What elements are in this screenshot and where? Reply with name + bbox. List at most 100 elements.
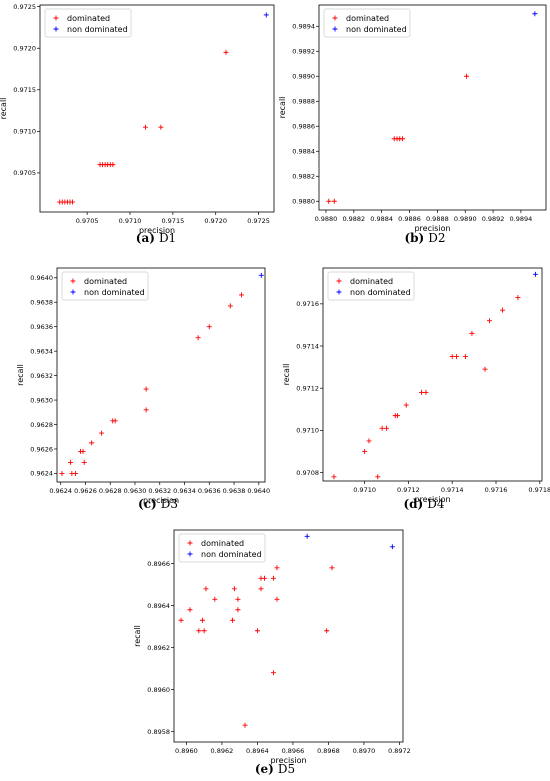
legend-marker: [70, 278, 76, 284]
y-tick-label: 0.9882: [292, 173, 315, 181]
dominated-point: [199, 617, 205, 623]
x-tick-label: 0.9628: [99, 487, 122, 495]
dominated-point: [274, 596, 280, 602]
dominated-point: [449, 354, 455, 360]
dominated-point: [70, 199, 76, 205]
y-tick-label: 0.8960: [147, 686, 170, 694]
y-tick-label: 0.9624: [30, 470, 53, 478]
y-tick-label: 0.9705: [13, 169, 36, 177]
y-axis-label: recall: [133, 625, 142, 647]
dominated-point: [212, 596, 218, 602]
dominated-point: [235, 596, 241, 602]
plot-frame: [39, 4, 275, 213]
legend-marker: [53, 26, 59, 32]
x-tick-label: 0.9882: [342, 215, 365, 223]
legend-label: dominated: [346, 14, 389, 23]
x-tick-label: 0.9624: [49, 487, 72, 495]
dominated-point: [324, 628, 330, 634]
legend-marker: [336, 289, 342, 295]
chart-d5: 0.8960 0.8962 0.8964 0.8966 0.8968 0.8970 0.89…: [133, 529, 411, 776]
x-tick-label: 0.9892: [482, 215, 505, 223]
x-tick-label: 0.9710: [353, 486, 376, 494]
x-tick-label: 0.9640: [247, 487, 270, 495]
dominated-point: [366, 438, 372, 444]
dominated-point: [375, 474, 381, 480]
dominated-point: [262, 575, 268, 581]
x-tick-label: 0.9716: [485, 486, 508, 494]
x-tick-label: 0.9636: [198, 487, 221, 495]
dominated-point: [379, 425, 385, 431]
y-tick-label: 0.9886: [292, 123, 315, 131]
y-tick-label: 0.8958: [147, 728, 170, 736]
legend: [61, 271, 149, 301]
caption-name: D3: [161, 497, 178, 511]
legend-marker: [187, 551, 193, 557]
chart-d2: 0.9880 0.9882 0.9884 0.9886 0.9888 0.9890 0.98…: [278, 4, 547, 245]
legend-marker: [70, 289, 76, 295]
x-axis-label: precision: [270, 756, 306, 765]
dominated-point: [464, 73, 470, 79]
chart-d4: 0.9710 0.9712 0.9714 0.9716 0.9718 0.9708 0.97…: [282, 267, 550, 511]
non-dominated-point: [263, 12, 269, 18]
y-tick-label: 0.9888: [292, 98, 315, 106]
legend-label: dominated: [350, 277, 393, 286]
dominated-point: [110, 162, 116, 168]
dominated-point: [143, 407, 149, 413]
y-tick-label: 0.9884: [292, 148, 315, 156]
x-tick-label: 0.9725: [247, 217, 270, 225]
dominated-point: [81, 459, 87, 465]
dominated-point: [178, 617, 184, 623]
caption-label: (d): [403, 497, 423, 511]
y-tick-label: 0.9640: [30, 274, 53, 282]
plot-frame: [173, 529, 404, 743]
dominated-point: [68, 459, 74, 465]
y-tick-label: 0.9708: [296, 469, 319, 477]
x-tick-label: 0.9710: [119, 217, 142, 225]
legend-marker: [53, 15, 59, 21]
dominated-point: [143, 386, 149, 392]
legend: [323, 8, 411, 38]
plot-frame: [318, 4, 547, 211]
y-tick-label: 0.9715: [13, 86, 36, 94]
dominated-point: [142, 124, 148, 130]
dominated-point: [238, 292, 244, 298]
x-tick-label: 0.9714: [441, 486, 464, 494]
x-tick-label: 0.8960: [175, 747, 198, 755]
panel-caption: (d) D4: [403, 497, 444, 511]
x-tick-label: 0.9894: [510, 215, 533, 223]
legend-marker: [332, 15, 338, 21]
dominated-point: [258, 586, 264, 592]
caption-name: D1: [159, 231, 176, 245]
y-tick-label: 0.9634: [30, 347, 53, 355]
x-axis-label: precision: [414, 495, 450, 504]
y-tick-label: 0.9890: [292, 73, 315, 81]
x-tick-label: 0.9705: [76, 217, 99, 225]
y-tick-label: 0.9636: [30, 323, 53, 331]
x-tick-label: 0.9715: [161, 217, 184, 225]
dominated-point: [59, 470, 65, 476]
legend-label: dominated: [201, 539, 244, 548]
dominated-point: [384, 425, 390, 431]
dominated-point: [80, 448, 86, 454]
y-tick-label: 0.9626: [30, 445, 53, 453]
non-dominated-point: [532, 11, 538, 17]
non-dominated-point: [304, 533, 310, 539]
dominated-point: [331, 474, 337, 480]
legend-label: non dominated: [67, 25, 128, 34]
y-tick-label: 0.9880: [292, 198, 315, 206]
y-tick-label: 0.9710: [296, 427, 319, 435]
x-tick-label: 0.9720: [204, 217, 227, 225]
dominated-point: [394, 413, 400, 419]
y-tick-label: 0.8964: [147, 602, 170, 610]
y-tick-label: 0.9630: [30, 396, 53, 404]
y-axis-label: recall: [278, 97, 287, 119]
y-tick-label: 0.9628: [30, 421, 53, 429]
panel-caption: (b) D2: [404, 231, 445, 245]
y-tick-label: 0.9710: [13, 128, 36, 136]
dominated-point: [469, 330, 475, 336]
dominated-point: [419, 389, 425, 395]
dominated-point: [486, 318, 492, 324]
y-tick-label: 0.8966: [147, 560, 170, 568]
dominated-point: [187, 607, 193, 613]
